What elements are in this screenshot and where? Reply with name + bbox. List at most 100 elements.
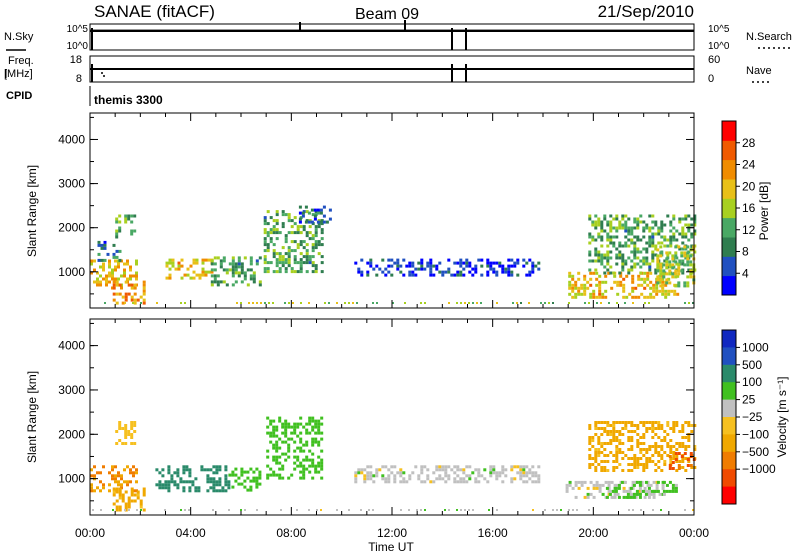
data-cell [636, 262, 640, 266]
data-cell [625, 274, 629, 278]
data-cell [636, 217, 640, 221]
data-cell [121, 499, 125, 503]
data-cell [674, 269, 678, 273]
data-cell [672, 427, 676, 430]
data-cell [651, 454, 655, 457]
data-cell [263, 216, 267, 220]
data-cell [643, 486, 647, 490]
data-cell [544, 302, 546, 304]
data-cell [317, 425, 321, 429]
data-cell [275, 258, 279, 262]
data-cell [384, 273, 388, 277]
data-cell [686, 275, 690, 279]
data-cell [507, 258, 511, 262]
data-cell [115, 442, 119, 445]
data-cell [654, 451, 658, 454]
y-tick-label: 1000 [58, 472, 85, 486]
data-cell [615, 436, 619, 439]
data-cell [674, 458, 678, 461]
data-cell [224, 480, 228, 484]
data-cell [103, 243, 107, 247]
data-cell [168, 273, 172, 277]
data-cell [603, 421, 607, 424]
freq-label-bottom: [MHz] [4, 68, 33, 80]
data-cell [609, 256, 613, 260]
data-cell [669, 235, 673, 239]
data-cell [314, 240, 318, 244]
data-cell [408, 474, 412, 478]
data-cell [272, 255, 276, 259]
data-cell [462, 468, 466, 472]
data-cell [631, 274, 635, 278]
data-cell [598, 286, 602, 290]
data-cell [246, 268, 250, 272]
data-cell [310, 208, 314, 212]
colorbar-bin [722, 417, 736, 435]
colorbar-tick-label: 24 [742, 158, 756, 172]
data-cell [167, 471, 171, 475]
data-cell [269, 231, 273, 235]
data-cell [272, 219, 276, 223]
data-cell [474, 480, 478, 484]
data-cell [275, 264, 279, 268]
data-cell [597, 220, 601, 224]
data-cell [657, 460, 661, 463]
data-cell [296, 243, 300, 247]
data-cell [603, 454, 607, 457]
data-cell [636, 463, 640, 466]
data-cell [627, 457, 631, 460]
data-cell [269, 261, 273, 265]
data-cell [459, 273, 463, 277]
data-cell [510, 270, 514, 274]
data-cell [641, 489, 645, 493]
data-cell [124, 220, 128, 224]
data-cell [621, 451, 625, 454]
data-cell [498, 471, 502, 475]
data-cell [462, 261, 466, 265]
data-cell [689, 275, 693, 279]
data-cell [269, 228, 273, 232]
data-cell [104, 302, 106, 304]
data-cell [237, 256, 241, 260]
data-cell [302, 261, 306, 265]
data-cell [363, 480, 367, 484]
data-cell [320, 431, 324, 435]
data-cell [657, 436, 661, 439]
data-cell [234, 271, 238, 275]
data-cell [531, 465, 535, 469]
data-cell [594, 466, 598, 469]
data-cell [308, 458, 312, 462]
data-cell [654, 247, 658, 251]
data-cell [624, 226, 628, 230]
data-cell [372, 302, 374, 304]
data-cell [184, 302, 186, 304]
data-cell [678, 232, 682, 236]
data-cell [118, 487, 122, 491]
data-cell [176, 474, 180, 478]
data-cell [284, 213, 288, 217]
data-cell [142, 283, 146, 287]
data-cell [677, 245, 681, 249]
data-cell [133, 421, 137, 424]
data-cell [651, 430, 655, 433]
data-cell [135, 489, 138, 493]
data-cell [96, 283, 99, 287]
colorbar-tick-label: 500 [742, 358, 762, 372]
data-cell [675, 424, 679, 427]
data-cell [656, 275, 660, 279]
data-cell [293, 455, 297, 459]
data-cell [465, 474, 469, 478]
data-cell [678, 430, 682, 433]
data-cell [600, 445, 604, 448]
data-cell [278, 446, 282, 450]
data-cell [621, 214, 625, 218]
data-cell [611, 489, 615, 493]
data-cell [299, 267, 303, 271]
data-cell [465, 465, 469, 469]
data-cell [112, 292, 116, 296]
data-cell [186, 273, 190, 277]
data-cell [604, 295, 608, 299]
data-cell [311, 246, 315, 250]
colorbar-bin [722, 217, 736, 238]
data-cell [654, 268, 658, 272]
